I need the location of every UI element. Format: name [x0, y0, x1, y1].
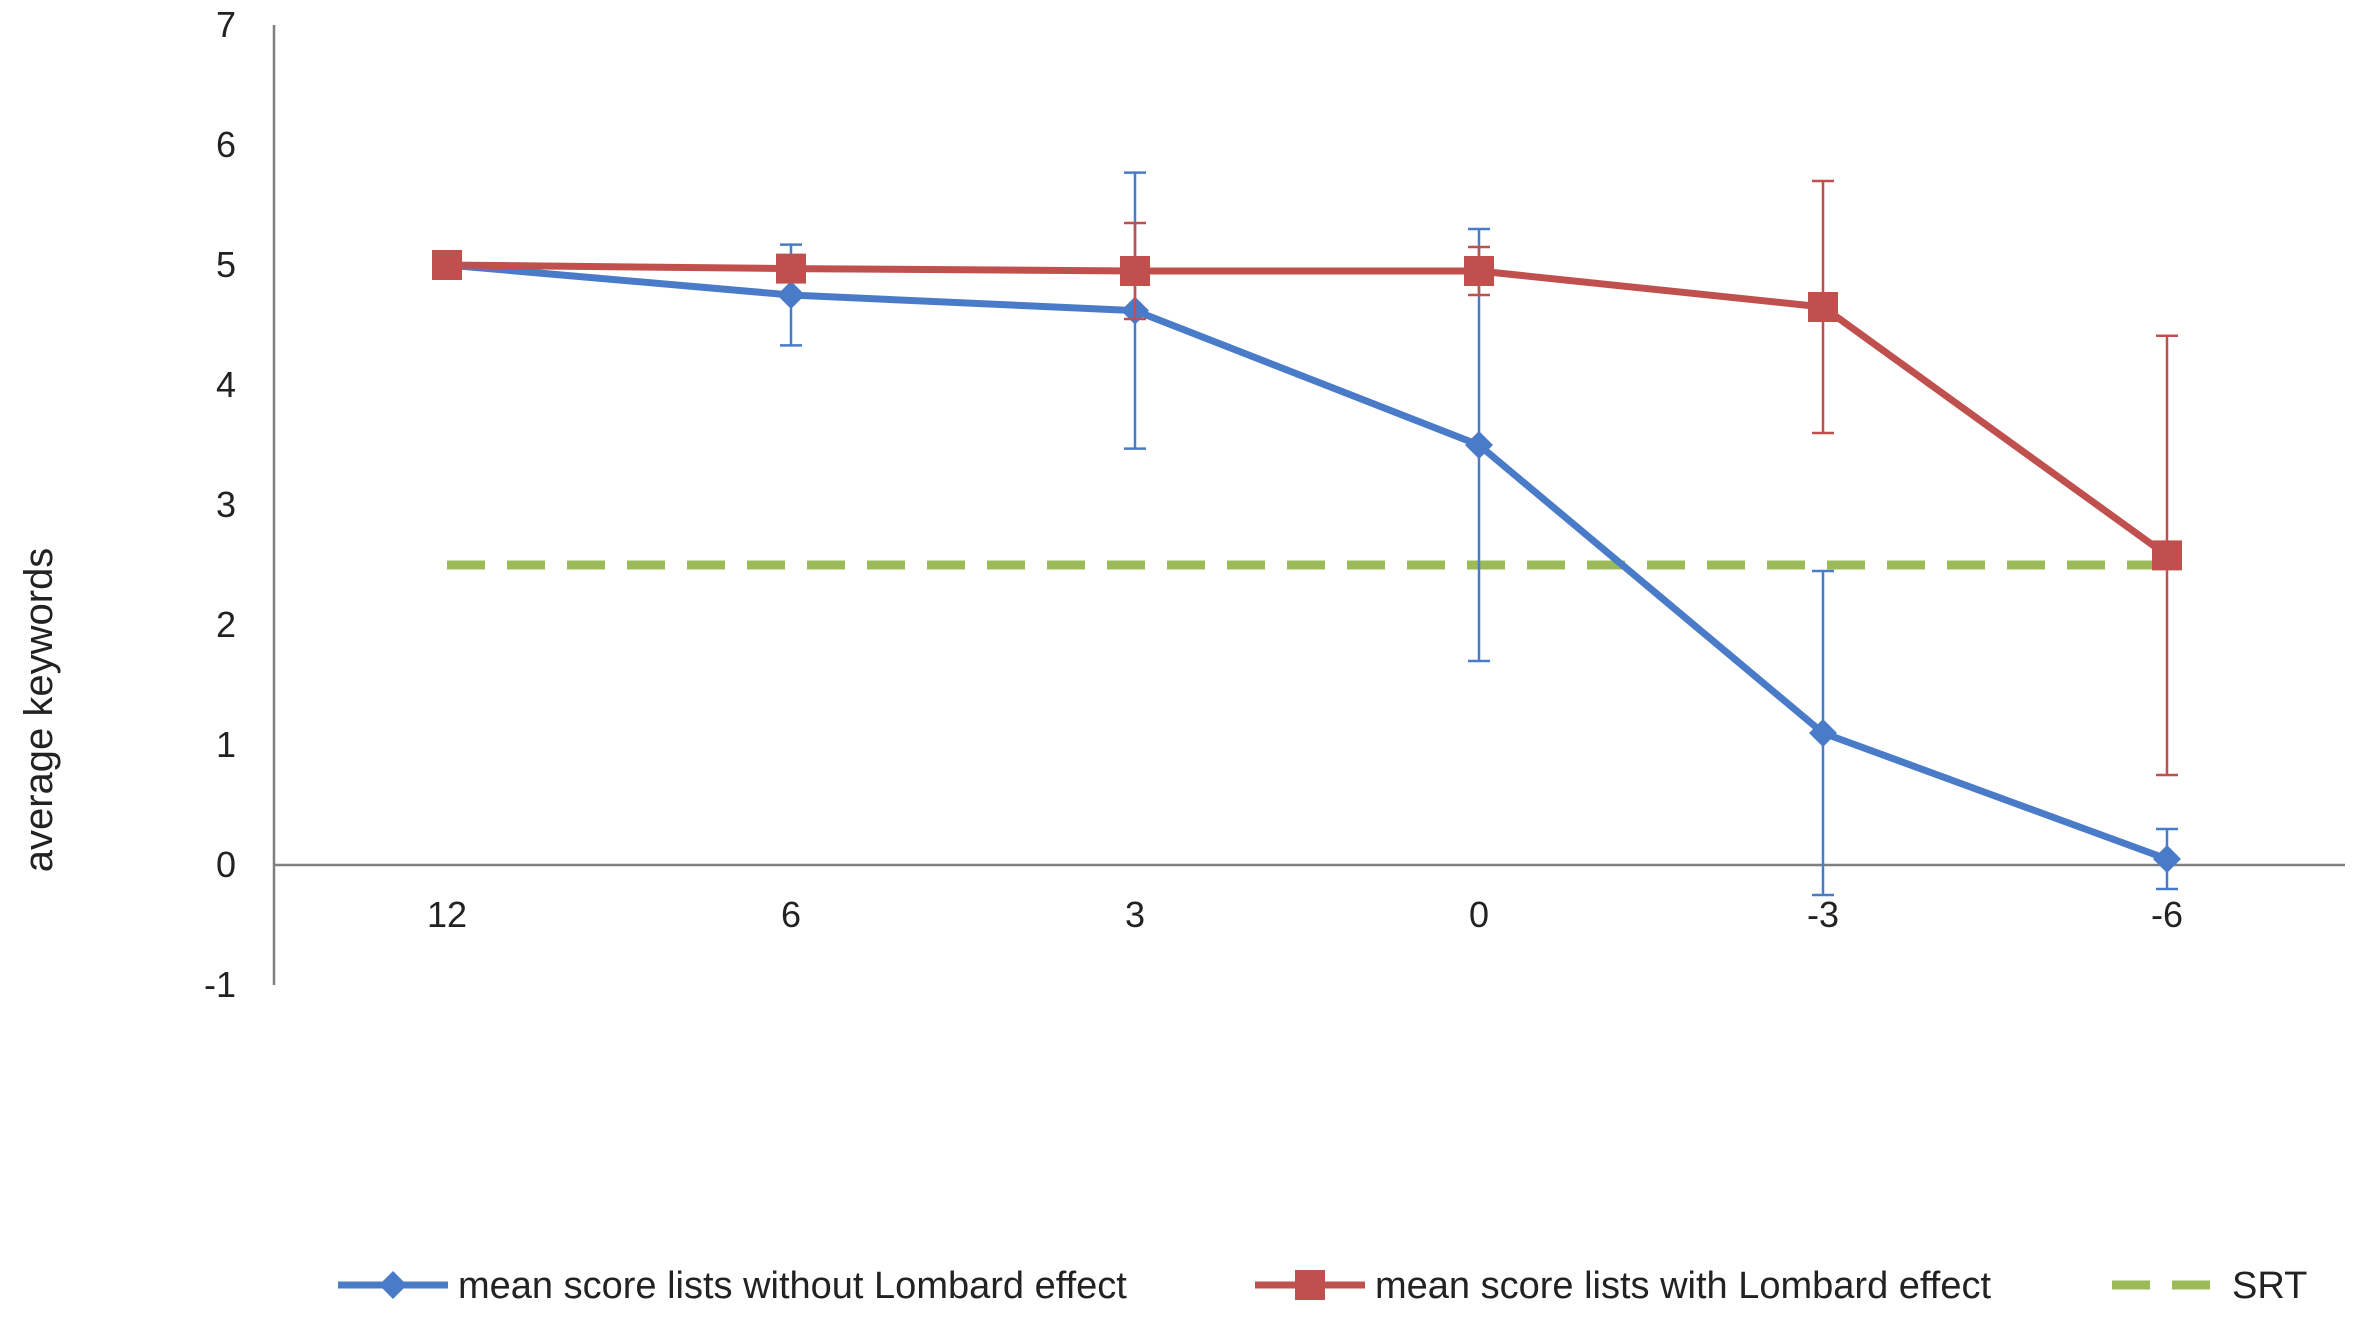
series-line: [446, 261, 2169, 863]
data-point-square: [776, 253, 806, 284]
y-tick-labels: 7 6 5 4 3 2 1 0 -1: [204, 4, 236, 1005]
y-tick-label: 1: [216, 724, 236, 765]
x-tick-label: 3: [1125, 894, 1145, 935]
data-point-square: [1295, 1270, 1325, 1300]
data-point-diamond: [1465, 431, 1493, 459]
series-layer: [432, 171, 2182, 897]
axes: [272, 25, 2345, 985]
y-tick-label: 2: [216, 604, 236, 645]
legend-label: SRT: [2232, 1265, 2307, 1307]
x-tick-label: -3: [1807, 894, 1839, 935]
legend-label: mean score lists with Lombard effect: [1375, 1265, 1991, 1307]
data-point-square: [2152, 540, 2182, 571]
legend-label: mean score lists without Lombard effect: [458, 1265, 1127, 1307]
data-point-diamond: [2153, 845, 2181, 873]
y-tick-label: 0: [216, 844, 236, 885]
y-tick-label: 7: [216, 4, 236, 45]
y-tick-label: 4: [216, 364, 236, 405]
data-point-square: [1808, 292, 1838, 322]
x-tick-label: -6: [2151, 894, 2183, 935]
legend-item: mean score lists without Lombard effect: [338, 1265, 1127, 1307]
data-point-square: [432, 250, 462, 280]
x-tick-label: 0: [1469, 894, 1489, 935]
data-point-diamond: [1809, 719, 1837, 747]
series-line: [446, 261, 2170, 559]
series-1: [432, 179, 2182, 777]
series-0: [433, 171, 2181, 897]
y-tick-label: 5: [216, 244, 236, 285]
legend-item: mean score lists with Lombard effect: [1255, 1265, 1991, 1307]
y-axis-title: average keywords: [17, 548, 61, 873]
x-tick-label: 12: [427, 894, 467, 935]
data-point-square: [1120, 256, 1150, 286]
y-tick-label: 6: [216, 124, 236, 165]
x-tick-labels: 12 6 3 0 -3 -6: [427, 894, 2183, 935]
legend-item: SRT: [2112, 1265, 2307, 1307]
x-tick-label: 6: [781, 894, 801, 935]
y-tick-label: 3: [216, 484, 236, 525]
data-point-diamond: [777, 281, 805, 309]
data-point-diamond: [379, 1271, 407, 1299]
data-point-square: [1464, 256, 1494, 286]
y-tick-label: -1: [204, 964, 236, 1005]
legend: mean score lists without Lombard effect m…: [338, 1265, 2307, 1307]
